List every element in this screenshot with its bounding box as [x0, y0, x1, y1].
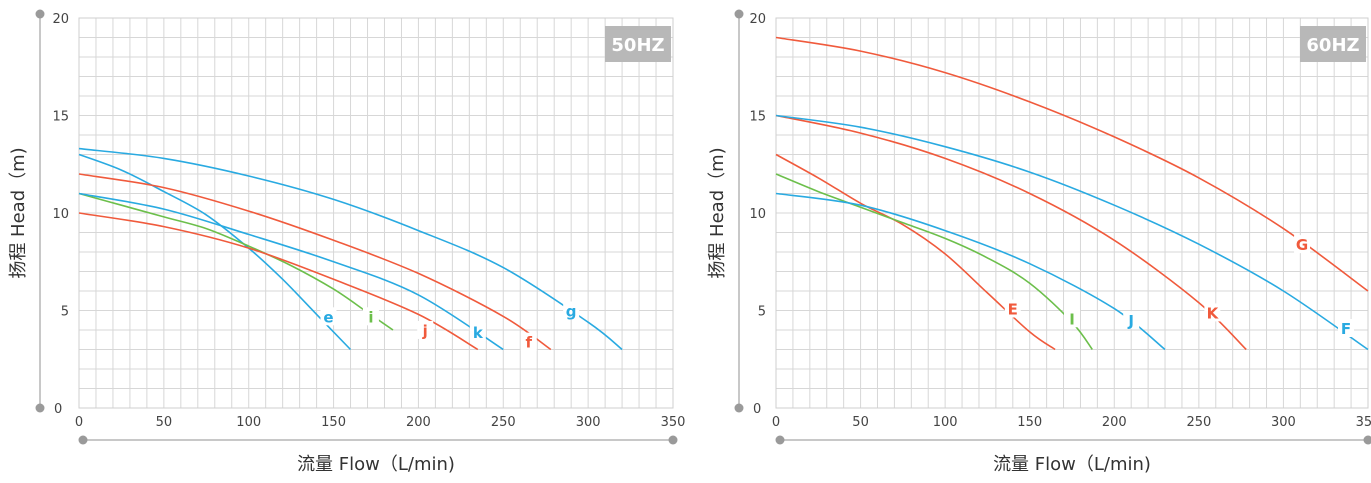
- grid: [78, 17, 674, 409]
- series-line-j: [78, 212, 479, 351]
- series-label-bg-f: [520, 332, 537, 351]
- x-tick-label: 300: [1271, 415, 1296, 430]
- series-label-f: f: [525, 334, 532, 352]
- y-axis-end-dot: [35, 9, 45, 19]
- series-label-e: e: [323, 308, 333, 326]
- series-label-bg-F: [1338, 319, 1355, 337]
- series-label-i: i: [368, 308, 373, 326]
- x-tick-label: 150: [321, 415, 346, 430]
- series-line-F: [775, 114, 1369, 351]
- series-label-J: J: [1127, 312, 1134, 330]
- series-line-e: [78, 153, 352, 351]
- series-label-K: K: [1207, 304, 1220, 322]
- series-label-k: k: [473, 324, 484, 342]
- y-tick-label: 5: [758, 305, 766, 320]
- y-axis-title: 扬程 Head（m): [8, 147, 29, 278]
- y-axis-title: 扬程 Head（m): [707, 147, 728, 278]
- grid: [775, 17, 1369, 409]
- x-tick-label: 200: [1102, 415, 1127, 430]
- x-axis-end-dot: [668, 435, 678, 445]
- chart-60hz-svg: 60HZ05010015020025030035051015200流量 Flow…: [707, 9, 1371, 475]
- x-axis-end-dot: [1363, 435, 1371, 445]
- x-axis-start-dot: [78, 435, 88, 445]
- y-tick-label: 10: [749, 207, 766, 222]
- x-tick-label: 0: [75, 415, 83, 430]
- y-axis-start-dot: [35, 403, 45, 413]
- y-tick-label: 15: [52, 110, 69, 125]
- chart-50hz: 50HZ 0 50 100 150 200 250 300 350 5 10 15 20 0 流量 Flow…: [8, 9, 686, 475]
- series-line-G: [775, 36, 1369, 292]
- x-tick-label: 50: [852, 415, 869, 430]
- series-line-f: [78, 173, 552, 351]
- frequency-badge: [605, 26, 671, 62]
- y-axis-end-dot: [734, 9, 744, 19]
- y-tick-label-origin: 0: [753, 402, 761, 417]
- plot-border: [775, 17, 1369, 409]
- series-line-K: [775, 114, 1247, 351]
- series-line-J: [775, 192, 1166, 351]
- x-tick-label: 150: [1017, 415, 1042, 430]
- frequency-badge-label: 50HZ: [611, 35, 664, 56]
- frequency-badge: [1300, 26, 1366, 62]
- series-label-G: G: [1296, 236, 1308, 254]
- series-label-bg-G: [1294, 235, 1311, 254]
- series-label-j: j: [422, 322, 428, 340]
- chart-60hz: 60HZ05010015020025030035051015200流量 Flow…: [686, 0, 1371, 483]
- series-label-bg-I: [1064, 309, 1080, 328]
- x-axis-title: 流量 Flow（L/min): [297, 454, 455, 475]
- x-tick-label: 250: [491, 415, 516, 430]
- series-label-bg-g: [563, 301, 580, 320]
- x-tick-label: 0: [772, 415, 780, 430]
- x-tick-label: 200: [406, 415, 431, 430]
- series-line-E: [775, 153, 1056, 351]
- y-tick-label: 10: [52, 207, 69, 222]
- x-tick-label: 350: [661, 415, 686, 430]
- x-tick-label: 250: [1186, 415, 1211, 430]
- y-tick-label: 15: [749, 110, 766, 125]
- x-tick-label: 300: [576, 415, 601, 430]
- series-label-F: F: [1341, 320, 1351, 338]
- x-tick-label: 50: [156, 415, 173, 430]
- x-axis-title: 流量 Flow（L/min): [993, 454, 1151, 475]
- x-tick-label: 350: [1356, 415, 1371, 430]
- series-label-bg-i: [362, 307, 379, 326]
- series-line-i: [78, 192, 394, 331]
- frequency-badge-label: 60HZ: [1306, 35, 1359, 56]
- series-line-k: [78, 192, 504, 351]
- x-axis-start-dot: [775, 435, 785, 445]
- series-label-bg-e: [320, 307, 337, 326]
- series-label-bg-k: [469, 322, 486, 341]
- series-line-I: [775, 173, 1093, 350]
- y-tick-label: 20: [52, 12, 69, 27]
- y-tick-label-origin: 0: [54, 402, 62, 417]
- x-tick-label: 100: [933, 415, 958, 430]
- series-label-bg-K: [1204, 303, 1221, 322]
- y-axis-start-dot: [734, 403, 744, 413]
- x-tick-label: 100: [236, 415, 261, 430]
- y-tick-label: 5: [61, 305, 69, 320]
- y-tick-label: 20: [749, 12, 766, 27]
- series-label-bg-J: [1123, 311, 1140, 330]
- series-label-bg-E: [1004, 299, 1021, 318]
- series-label-g: g: [566, 302, 577, 320]
- series-label-I: I: [1069, 310, 1075, 328]
- series-label-E: E: [1008, 301, 1018, 319]
- series-label-bg-j: [417, 320, 434, 339]
